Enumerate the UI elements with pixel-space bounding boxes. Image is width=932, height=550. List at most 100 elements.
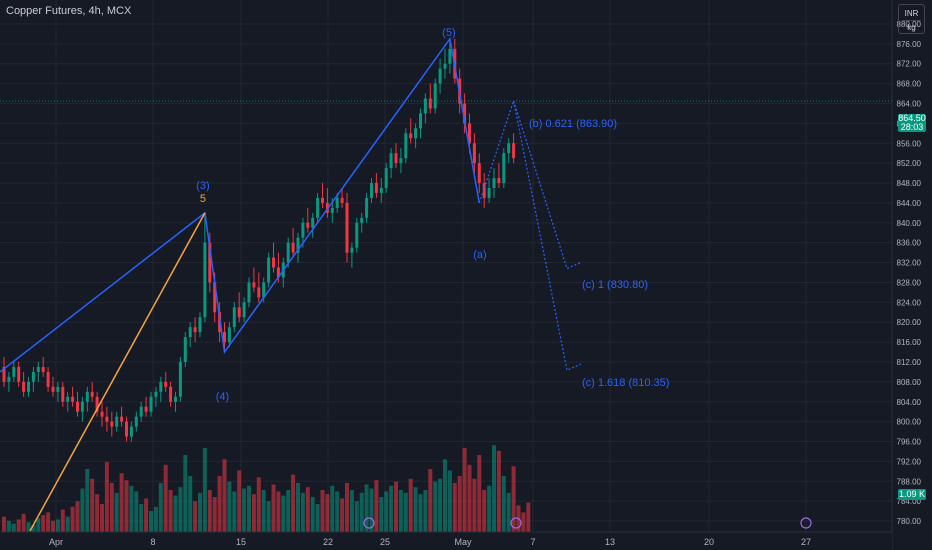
candle-body [198,317,202,333]
volume-bar [286,490,291,532]
wave-label-c1: (c) 1 (830.80) [582,279,648,291]
candle-body [105,416,109,422]
candle-body [448,48,452,64]
volume-bar [90,478,95,532]
candle-body [115,416,119,427]
candle-body [296,237,300,253]
price-tick-label: 788.00 [897,477,922,486]
price-tick-label: 808.00 [897,378,922,387]
price-axis-bg [892,0,932,550]
volume-bar [85,469,90,532]
price-axis: 780.00 784.00 788.00 792.00 796.00 800.00 804.… [891,0,932,550]
volume-bar [300,492,305,532]
wave-label-a: (a) [473,249,486,261]
candle-body [76,401,79,412]
candle-body [71,396,75,402]
price-tick-label: 780.00 [897,517,922,526]
volume-bar [369,488,374,532]
candle-body [389,153,393,169]
volume-bar [389,485,394,532]
candle-body [306,222,310,228]
candle-body [370,183,373,198]
candle-body [360,217,364,223]
volume-bar [506,492,511,532]
candle-body [492,178,496,188]
volume-bar [188,476,193,532]
time-tick-label: 8 [150,537,155,547]
volume-bar [75,501,80,532]
price-tick-label: 784.00 [897,497,922,506]
volume-bar [408,478,413,532]
candle-body [276,267,280,278]
candle-body [502,153,506,184]
unit-selector[interactable]: INR kg [898,4,925,34]
volume-bar [202,448,207,532]
volume-bar [80,488,85,532]
volume-bar [423,490,428,532]
candle-body [129,426,133,437]
candle-body [203,242,207,318]
event-marker-icon [363,517,375,529]
volume-bar [183,455,188,532]
volume-bar [227,481,232,532]
volume-bar [452,483,457,532]
candle-body [316,197,320,218]
candle-body [301,222,305,238]
candle-body [507,143,511,154]
volume-bar [70,506,75,532]
candle-body [22,381,26,392]
candle-body [286,242,290,263]
sub-wave-line [29,212,206,532]
candle-body [272,257,275,268]
chart-title: Copper Futures, 4h, MCX [6,5,132,17]
volume-bar [521,512,526,532]
quantity-unit: kg [907,23,916,32]
price-tick-label: 868.00 [897,80,922,89]
volume-bar [271,484,276,532]
volume-bar [2,516,6,532]
candle-body [365,197,369,218]
candle-body [433,83,437,109]
candle-body [36,366,40,372]
candle-body [335,197,339,208]
price-tick-label: 848.00 [897,179,922,188]
candle-body [159,381,163,392]
volume-bar [178,487,183,532]
volume-bar [359,492,364,532]
volume-bar [55,519,60,532]
candle-body [512,143,516,159]
candle-body [463,103,467,124]
volume-bar [124,480,129,532]
volume-bar [16,519,21,532]
volume-bar [291,474,296,532]
volume-bar [335,491,340,532]
candle-body [46,371,50,387]
volume-bar [46,512,51,532]
volume-bar [428,469,433,532]
volume-bar [364,484,369,532]
volume-bar [305,487,310,532]
time-tick-label: 25 [380,537,390,547]
candle-body [267,257,271,283]
price-tick-label: 876.00 [897,40,922,49]
candle-body [66,396,70,402]
volume-bar [139,504,144,532]
volume-bar [266,501,271,532]
volume-bar [109,483,114,532]
volume-bar [247,485,251,532]
candle-body [330,207,334,213]
currency-unit: INR [902,7,921,21]
volume-bar [310,497,315,532]
candle-body [423,98,427,114]
volume-bar [158,483,163,532]
volume-bar [345,483,349,532]
candle-body [384,168,388,188]
price-tick-label: 832.00 [897,259,922,268]
volume-bar [31,525,36,532]
volume-bar [398,490,403,532]
volume-bar [340,498,345,532]
candle-body [409,133,413,139]
candle-body [428,98,432,109]
candle-body [17,366,21,382]
